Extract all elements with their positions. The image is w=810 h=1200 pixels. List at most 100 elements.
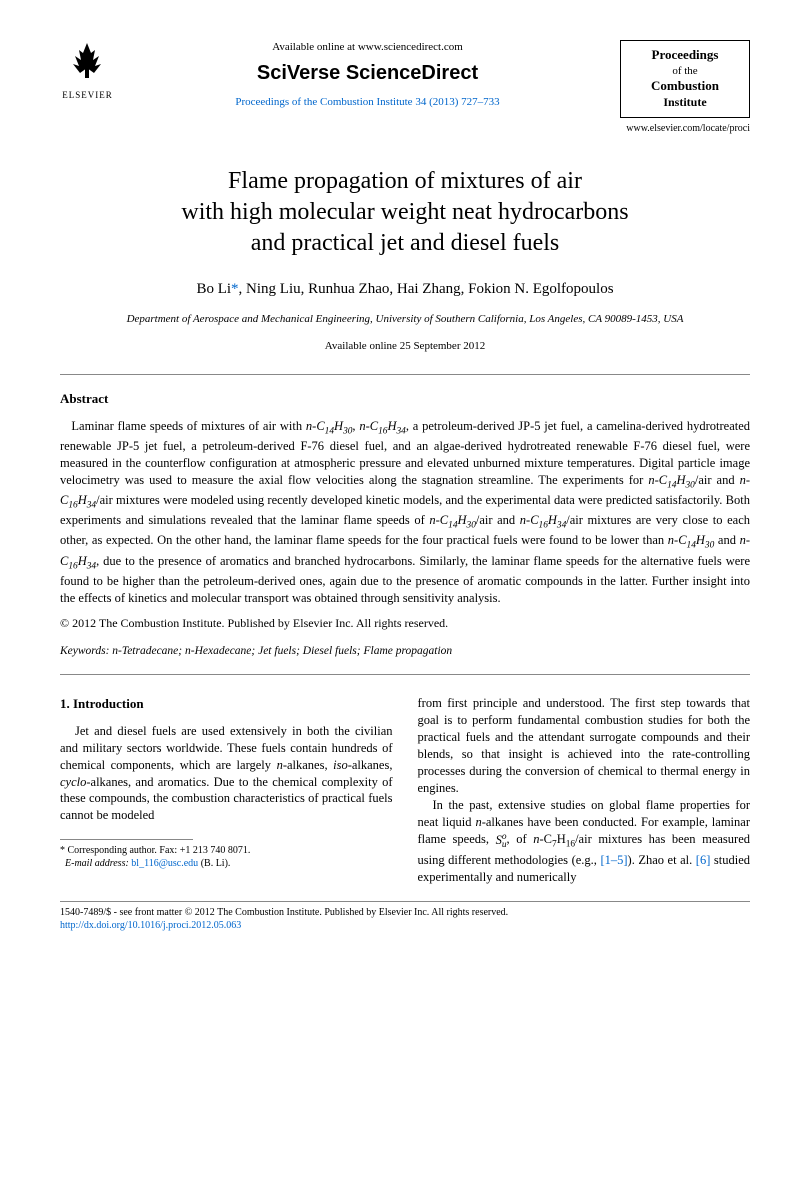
- f: 16: [68, 561, 77, 571]
- f: 16: [566, 840, 575, 850]
- corr-marker[interactable]: *: [231, 281, 239, 297]
- formula-c14: n-C14H30: [429, 513, 476, 527]
- header-row: ELSEVIER Available online at www.science…: [60, 40, 750, 136]
- author-1: Bo Li: [196, 281, 231, 297]
- abs-seg: and: [714, 533, 739, 547]
- body-col-left: 1. Introduction Jet and diesel fuels are…: [60, 695, 393, 885]
- elsevier-tree-icon: [65, 38, 110, 89]
- journal-box-line1: Proceedings: [627, 47, 743, 64]
- corr-author-note: * Corresponding author. Fax: +1 213 740 …: [60, 844, 393, 857]
- journal-box-line2: of the: [627, 64, 743, 78]
- author-4: Hai Zhang: [397, 281, 461, 297]
- article-title: Flame propagation of mixtures of air wit…: [100, 166, 710, 260]
- abstract-text: Laminar flame speeds of mixtures of air …: [60, 418, 750, 606]
- title-line1: Flame propagation of mixtures of air: [228, 168, 582, 194]
- ref-link-1-5[interactable]: [1–5]: [600, 853, 627, 867]
- f: H: [78, 493, 87, 507]
- author-2: Ning Liu: [246, 281, 301, 297]
- formula-c16: n-C16H34: [520, 513, 567, 527]
- seg: iso: [333, 758, 348, 772]
- header-left: ELSEVIER: [60, 40, 115, 100]
- citation-link[interactable]: Proceedings of the Combustion Institute …: [115, 95, 620, 110]
- body-columns: 1. Introduction Jet and diesel fuels are…: [60, 695, 750, 885]
- su-symbol: Sou: [496, 833, 507, 847]
- f: H: [334, 419, 343, 433]
- author-3: Runhua Zhao: [308, 281, 389, 297]
- f: 34: [87, 501, 96, 511]
- intro-para-1: Jet and diesel fuels are used extensivel…: [60, 723, 393, 824]
- divider-1: [60, 374, 750, 375]
- f: H: [548, 513, 557, 527]
- body-col-right: from first principle and understood. The…: [418, 695, 751, 885]
- formula-c14: n-C14H30: [668, 533, 715, 547]
- ref-link-6[interactable]: [6]: [696, 853, 711, 867]
- journal-box-line4: Institute: [627, 95, 743, 111]
- formula-c14: n-C14H30: [306, 419, 353, 433]
- title-line2: with high molecular weight neat hydrocar…: [181, 199, 628, 225]
- seg: -alkanes,: [283, 758, 333, 772]
- footer-divider: [60, 901, 750, 902]
- f: 16: [539, 521, 548, 531]
- f: H: [78, 554, 87, 568]
- email-line: E-mail address: bl_116@usc.edu (B. Li).: [60, 857, 393, 870]
- f: 34: [557, 521, 566, 531]
- keywords-text: n-Tetradecane; n-Hexadecane; Jet fuels; …: [109, 645, 452, 657]
- journal-box: Proceedings of the Combustion Institute: [620, 40, 750, 118]
- elsevier-logo: ELSEVIER: [60, 40, 115, 100]
- header-center: Available online at www.sciencedirect.co…: [115, 40, 620, 111]
- f: 30: [343, 427, 352, 437]
- f: H: [387, 419, 396, 433]
- journal-box-line3: Combustion: [627, 78, 743, 95]
- f: 30: [686, 481, 695, 491]
- formula-c16: n-C16H34: [359, 419, 406, 433]
- f: 34: [87, 561, 96, 571]
- affiliation: Department of Aerospace and Mechanical E…: [100, 312, 710, 326]
- f: H: [676, 473, 685, 487]
- f: n-C: [648, 473, 667, 487]
- f: n-C: [429, 513, 448, 527]
- doi-link[interactable]: http://dx.doi.org/10.1016/j.proci.2012.0…: [60, 919, 750, 932]
- f: H: [458, 513, 467, 527]
- footnote: * Corresponding author. Fax: +1 213 740 …: [60, 844, 393, 870]
- seg: cyclo: [60, 775, 86, 789]
- authors: Bo Li*, Ning Liu, Runhua Zhao, Hai Zhang…: [60, 279, 750, 300]
- f: 34: [397, 427, 406, 437]
- header-right: Proceedings of the Combustion Institute …: [620, 40, 750, 136]
- abs-seg: Laminar flame speeds of mixtures of air …: [71, 419, 306, 433]
- title-line3: and practical jet and diesel fuels: [251, 230, 560, 256]
- seg: , of: [507, 833, 534, 847]
- author-5: Fokion N. Egolfopoulos: [468, 281, 613, 297]
- available-online-text: Available online at www.sciencedirect.co…: [115, 40, 620, 55]
- f: n-C: [359, 419, 378, 433]
- email-author: (B. Li).: [198, 858, 230, 869]
- keywords: Keywords: n-Tetradecane; n-Hexadecane; J…: [60, 643, 750, 659]
- f: n-C: [668, 533, 687, 547]
- intro-para-2: In the past, extensive studies on global…: [418, 797, 751, 886]
- divider-2: [60, 674, 750, 675]
- f: 14: [448, 521, 457, 531]
- f: H: [696, 533, 705, 547]
- email-label: E-mail address:: [65, 858, 129, 869]
- pub-date: Available online 25 September 2012: [60, 339, 750, 354]
- seg: ). Zhao et al.: [628, 853, 696, 867]
- email-link[interactable]: bl_116@usc.edu: [131, 858, 198, 869]
- f: 14: [325, 427, 334, 437]
- elsevier-label: ELSEVIER: [62, 89, 113, 102]
- footer-line1: 1540-7489/$ - see front matter © 2012 Th…: [60, 906, 750, 919]
- intro-heading: 1. Introduction: [60, 695, 393, 713]
- f: 30: [705, 541, 714, 551]
- footnote-divider: [60, 839, 193, 840]
- abs-seg: /air and: [476, 513, 520, 527]
- formula-c14: n-C14H30: [648, 473, 695, 487]
- sciencedirect-brand: SciVerse ScienceDirect: [115, 59, 620, 87]
- footer-text: 1540-7489/$ - see front matter © 2012 Th…: [60, 906, 750, 932]
- seg: -alkanes, and aromatics. Due to the chem…: [60, 775, 393, 823]
- f: 30: [467, 521, 476, 531]
- seg: H: [557, 833, 566, 847]
- f: n-C: [520, 513, 539, 527]
- abs-seg: , due to the presence of aromatics and b…: [60, 554, 750, 605]
- f: 16: [68, 501, 77, 511]
- abstract-copyright: © 2012 The Combustion Institute. Publish…: [60, 615, 750, 632]
- seg: -C: [540, 833, 553, 847]
- abs-seg: /air and: [695, 473, 740, 487]
